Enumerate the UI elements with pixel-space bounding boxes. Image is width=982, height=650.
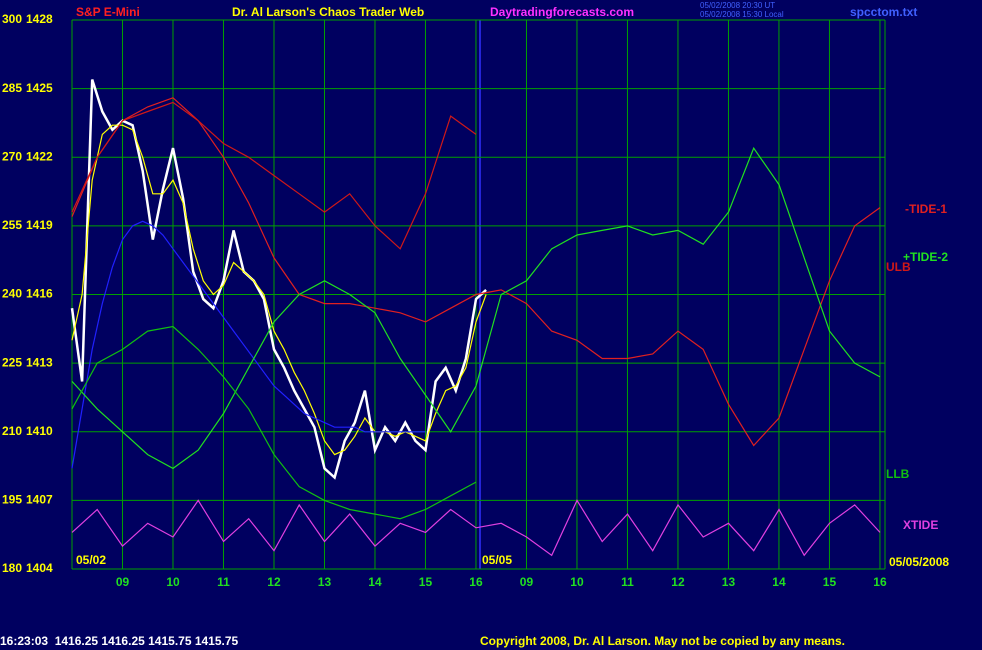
y2-tick-label: 1404 (26, 561, 53, 575)
x-tick-label: 15 (419, 575, 433, 589)
x-tick-label: 13 (318, 575, 332, 589)
legend-label: LLB (886, 467, 910, 481)
series-line (71, 97, 881, 447)
date-label: 05/05 (482, 553, 512, 567)
series-line (71, 220, 426, 469)
timestamp: 05/02/2008 15:30 Local (700, 10, 784, 19)
y-tick-label: 195 (2, 493, 22, 507)
x-tick-label: 12 (671, 575, 685, 589)
y-tick-label: 255 (2, 218, 22, 232)
y-tick-label: 270 (2, 149, 22, 163)
legend-label: +TIDE-2 (903, 250, 948, 264)
y2-tick-label: 1416 (26, 287, 53, 301)
x-tick-label: 16 (873, 575, 887, 589)
y-tick-label: 240 (2, 287, 22, 301)
date-label: 05/05/2008 (889, 555, 949, 569)
y2-tick-label: 1422 (26, 149, 53, 163)
filename: spcctom.txt (850, 5, 917, 19)
y2-tick-label: 1428 (26, 12, 53, 26)
x-tick-label: 10 (166, 575, 180, 589)
x-tick-label: 09 (116, 575, 130, 589)
x-tick-label: 10 (570, 575, 584, 589)
legend-label: ULB (886, 260, 911, 274)
series-line (71, 101, 477, 250)
legend-label: XTIDE (903, 518, 938, 532)
y2-tick-label: 1425 (26, 81, 53, 95)
x-tick-label: 16 (469, 575, 483, 589)
series-line (71, 499, 881, 557)
legend-label: -TIDE-1 (905, 202, 947, 216)
website: Daytradingforecasts.com (490, 5, 634, 19)
x-tick-label: 13 (722, 575, 736, 589)
chart-title: Dr. Al Larson's Chaos Trader Web (232, 5, 424, 19)
y-tick-label: 225 (2, 355, 22, 369)
y2-tick-label: 1410 (26, 424, 53, 438)
x-tick-label: 14 (368, 575, 382, 589)
x-tick-label: 14 (772, 575, 786, 589)
y2-tick-label: 1419 (26, 218, 53, 232)
series-line (70, 79, 487, 480)
x-tick-label: 15 (823, 575, 837, 589)
date-label: 05/02 (76, 553, 106, 567)
y2-tick-label: 1413 (26, 355, 53, 369)
y-tick-label: 300 (2, 12, 22, 26)
x-tick-label: 11 (217, 575, 230, 589)
copyright: Copyright 2008, Dr. Al Larson. May not b… (480, 634, 845, 648)
status-line: 16:23:03 1416.25 1416.25 1415.75 1415.75 (0, 634, 239, 648)
y-tick-label: 180 (2, 561, 22, 575)
x-tick-label: 12 (267, 575, 281, 589)
series-line (71, 146, 881, 470)
x-tick-label: 11 (621, 575, 634, 589)
y2-tick-label: 1407 (26, 493, 53, 507)
series-line (71, 124, 487, 456)
instrument: S&P E-Mini (76, 5, 140, 19)
series-line (71, 325, 477, 520)
timestamp: 05/02/2008 20:30 UT (700, 1, 775, 10)
x-tick-label: 09 (520, 575, 534, 589)
y-tick-label: 210 (2, 424, 22, 438)
y-tick-label: 285 (2, 81, 22, 95)
